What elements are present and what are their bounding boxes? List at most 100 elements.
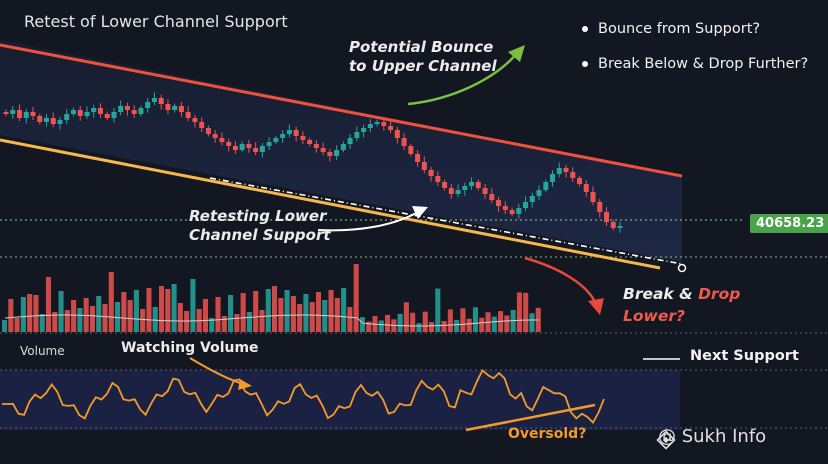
- candle-body: [374, 122, 380, 124]
- candle-body: [37, 116, 43, 122]
- candle-body: [529, 196, 535, 202]
- volume-bar: [416, 323, 422, 332]
- bullet-icon: [582, 26, 588, 32]
- volume-bar: [133, 290, 139, 332]
- volume-bar: [52, 312, 58, 332]
- candle-body: [219, 138, 225, 142]
- candle-body: [212, 134, 218, 138]
- candle-body: [151, 98, 157, 102]
- volume-ma-line: [5, 314, 539, 327]
- volume-bar: [96, 296, 102, 332]
- volume-bar: [127, 300, 133, 332]
- candle-body: [145, 102, 151, 108]
- volume-bar: [428, 322, 435, 332]
- candle-body: [232, 146, 238, 150]
- candle-body: [131, 110, 137, 114]
- volume-bar: [89, 306, 95, 332]
- volume-bar: [146, 288, 152, 332]
- volume-bar: [385, 314, 391, 332]
- candle-body: [91, 108, 97, 112]
- volume-bar: [8, 299, 14, 332]
- candle-body: [280, 134, 286, 138]
- bounce-annotation: Potential Bounce to Upper Channel: [349, 38, 497, 76]
- volume-bar: [171, 284, 177, 332]
- volume-bar: [121, 292, 127, 332]
- candle-body: [226, 142, 232, 146]
- volume-bar: [303, 294, 309, 332]
- volume-bar: [177, 303, 183, 332]
- candle-body: [428, 170, 434, 176]
- candle-body: [118, 106, 124, 112]
- candle-body: [570, 172, 576, 178]
- candle-body: [97, 108, 103, 114]
- volume-bar: [71, 300, 77, 332]
- break-arrowhead: [588, 298, 604, 315]
- candle-body: [300, 136, 306, 140]
- candle-body: [354, 132, 360, 138]
- volume-label: Volume: [20, 344, 65, 358]
- candle-body: [496, 200, 502, 206]
- candle-body: [50, 118, 56, 124]
- chart-title: Retest of Lower Channel Support: [24, 12, 288, 31]
- volume-bar: [102, 304, 108, 332]
- candle-body: [30, 112, 36, 116]
- candle-body: [104, 114, 110, 118]
- volume-bar: [58, 291, 64, 332]
- volume-bar: [491, 316, 497, 332]
- candle-body: [320, 148, 326, 152]
- volume-bar: [341, 288, 347, 332]
- volume-bar: [158, 286, 165, 332]
- next-support-label: Next Support: [690, 348, 799, 364]
- volume-bar: [246, 312, 252, 332]
- volume-bar: [228, 295, 234, 332]
- lower-channel-line: [0, 138, 661, 270]
- upper-channel-line: [0, 43, 683, 178]
- volume-bar: [422, 311, 428, 332]
- candle-body: [124, 106, 130, 110]
- candle-body: [192, 118, 198, 122]
- candle-body: [435, 176, 441, 182]
- volume-bar: [472, 307, 479, 332]
- volume-bar: [479, 317, 485, 332]
- volume-bar: [39, 314, 45, 332]
- candle-body: [16, 110, 22, 118]
- volume-bar: [516, 292, 522, 332]
- candle-body: [70, 110, 76, 114]
- volume-bar: [77, 308, 83, 332]
- candle-body: [462, 186, 468, 190]
- bounce-arrowhead: [508, 45, 525, 62]
- volume-bar: [253, 291, 259, 332]
- candle-body: [273, 138, 279, 142]
- channel-anchor: [677, 263, 687, 273]
- volume-bar: [347, 307, 353, 332]
- volume-bar: [215, 297, 221, 332]
- volume-bar: [64, 310, 70, 332]
- lower-word: Lower?: [623, 307, 685, 325]
- candle-body: [205, 128, 211, 134]
- volume-bar: [209, 318, 215, 332]
- candle-body: [469, 182, 475, 186]
- volume-bar: [259, 310, 265, 332]
- volume-bar: [202, 299, 209, 332]
- volume-bar: [366, 321, 372, 332]
- volume-bar: [328, 290, 334, 332]
- candle-body: [556, 168, 562, 174]
- volume-bar: [315, 292, 322, 332]
- candle-body: [286, 130, 292, 134]
- volume-bar: [45, 277, 52, 332]
- candle-body: [516, 208, 522, 214]
- watching-volume-annotation: Watching Volume: [121, 340, 259, 356]
- candle-body: [138, 108, 144, 114]
- volume-bar: [2, 320, 8, 332]
- candle-body: [10, 110, 16, 114]
- volume-bar: [297, 304, 303, 332]
- volume-bar: [410, 312, 416, 332]
- candle-body: [172, 106, 178, 110]
- volume-bar: [529, 313, 535, 332]
- volume-bar: [397, 313, 403, 332]
- candle-body: [543, 182, 549, 190]
- retest-arrowhead: [412, 206, 428, 219]
- volume-bar: [435, 288, 441, 332]
- bounce-line1: Potential Bounce: [349, 38, 494, 56]
- candle-body: [367, 124, 373, 128]
